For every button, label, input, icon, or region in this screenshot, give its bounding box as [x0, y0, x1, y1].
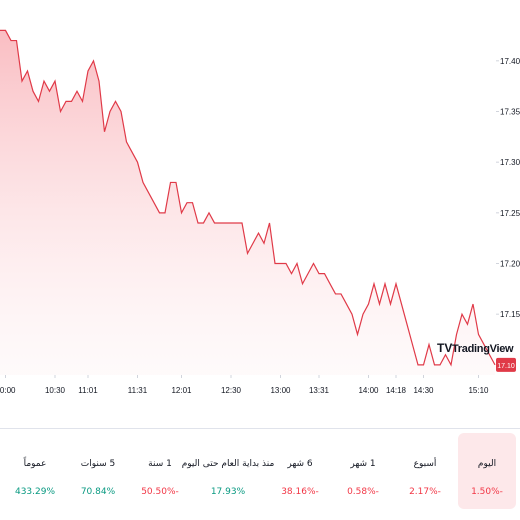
x-tick-label: 14:00 [358, 386, 379, 395]
area [0, 30, 495, 376]
performance-row: اليوم 1.50%- أسبوع 2.17%- 1 شهر 0.58%- 6 شهر 38… [0, 428, 520, 513]
y-tick-label: 17.30 [500, 158, 520, 167]
y-tick-label: 17.25 [500, 209, 520, 218]
period-cell[interactable]: 6 شهر 38.16%- [271, 433, 329, 509]
period-cell[interactable]: 5 سنوات 70.84% [69, 433, 127, 509]
x-tick-label: 13:31 [309, 386, 330, 395]
chart: 17.15 17.20 17.25 17.30 17.35 17.40 10:00 10:30… [0, 29, 520, 395]
price-line [0, 29, 496, 367]
y-tick-label: 17.15 [500, 310, 520, 319]
period-cell[interactable]: 1 شهر 0.58%- [334, 433, 392, 509]
x-tick-label: 12:01 [171, 386, 192, 395]
period-cell[interactable]: أسبوع 2.17%- [396, 433, 454, 509]
period-label: 1 شهر [350, 459, 376, 469]
period-label: 1 سنة [148, 459, 172, 469]
period-label: منذ بداية العام حتى اليوم [181, 459, 275, 469]
period-cell[interactable]: اليوم 1.50%- [458, 433, 516, 509]
period-value: 70.84% [80, 487, 116, 497]
y-tick-label: 17.20 [500, 260, 520, 269]
period-label: أسبوع [413, 459, 437, 469]
logo: TradingView [452, 343, 514, 355]
period-label: 5 سنوات [80, 459, 116, 469]
period-value: 17.93% [210, 487, 246, 497]
period-value: 1.50%- [471, 487, 503, 497]
x-tick-label: 10:30 [45, 386, 66, 395]
x-tick-label: 15:10 [468, 386, 489, 395]
y-tick-label: 17.35 [500, 107, 520, 116]
period-label: 6 شهر [287, 459, 313, 469]
last-price-label: 17.10 [497, 363, 515, 370]
y-tick-label: 17.40 [500, 57, 520, 66]
x-tick-label: 14:30 [413, 386, 434, 395]
period-value: 50.50%- [141, 487, 179, 497]
x-tick-label: 11:01 [78, 386, 98, 395]
x-tick-label: 11:31 [128, 386, 148, 395]
period-cell[interactable]: عموماً 433.29% [6, 433, 64, 509]
period-value: 38.16%- [281, 487, 319, 497]
period-label: اليوم [477, 459, 497, 469]
period-cell[interactable]: 1 سنة 50.50%- [131, 433, 189, 509]
x-tick-label: 14:18 [386, 386, 407, 395]
last-price-box [496, 357, 516, 372]
logo-mark: TV [437, 341, 452, 355]
x-tick-label: 12:30 [221, 386, 242, 395]
x-tick-label: 13:00 [270, 386, 291, 395]
period-value: 2.17%- [409, 487, 441, 497]
period-value: 0.58%- [347, 487, 379, 497]
period-cell[interactable]: منذ بداية العام حتى اليوم 17.93% [182, 433, 275, 509]
x-tick-label: 10:00 [0, 386, 16, 395]
period-value: 433.29% [14, 487, 56, 497]
period-label: عموماً [23, 459, 47, 469]
